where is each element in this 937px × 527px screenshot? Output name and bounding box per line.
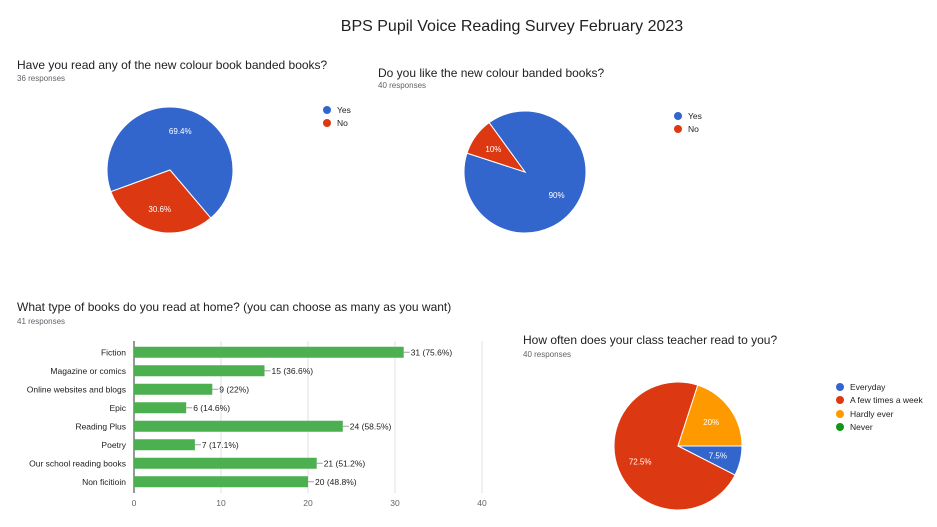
- chart4-legend-item: Never: [836, 421, 923, 435]
- chart3-bar: [134, 346, 404, 358]
- chart4-legend-label: Never: [850, 422, 873, 433]
- chart2-legend: Yes No: [674, 109, 702, 136]
- chart1-legend-item: No: [323, 117, 351, 131]
- chart2-slice-no: [466, 121, 527, 173]
- chart3-category-label: Online websites and blogs: [27, 384, 126, 394]
- chart3-value-label: 6 (14.6%): [193, 403, 230, 413]
- chart3-bar: [134, 402, 187, 414]
- chart3-x-tick-label: 30: [390, 498, 400, 508]
- chart2-slice-yes: [463, 110, 587, 234]
- chart2-legend-label: Yes: [688, 110, 702, 121]
- chart3-x-tick-label: 0: [132, 498, 137, 508]
- chart4-pie: 7.5% 72.5% 20%: [613, 381, 743, 511]
- chart2-slice-label-0: 90%: [549, 191, 565, 200]
- chart3-value-label: 20 (48.8%): [315, 477, 357, 487]
- chart3-value-label: 7 (17.1%): [202, 440, 239, 450]
- chart2-slice-label-1: 10%: [485, 145, 501, 154]
- chart2-legend-item: No: [674, 123, 702, 137]
- chart1-legend-swatch: [323, 119, 331, 128]
- chart4-legend-item: A few times a week: [836, 394, 923, 408]
- chart3-x-tick-label: 40: [477, 498, 487, 508]
- chart3-category-label: Reading Plus: [75, 421, 126, 431]
- survey-title: BPS Pupil Voice Reading Survey February …: [340, 18, 684, 35]
- chart2-legend-label: No: [688, 124, 699, 135]
- chart2-question: Do you like the new colour banded books?: [378, 66, 605, 80]
- chart1-question: Have you read any of the new colour book…: [17, 58, 328, 72]
- chart4-question: How often does your class teacher read t…: [523, 333, 778, 347]
- chart4-legend-label: Hardly ever: [850, 408, 894, 419]
- chart3-value-label: 21 (51.2%): [324, 458, 366, 468]
- chart1-slice-label-1: 30.6%: [148, 205, 171, 214]
- chart1-legend-label: Yes: [337, 104, 351, 115]
- chart3-bar: [134, 476, 308, 488]
- chart4-slice-a-few-times-a-week: [613, 381, 736, 511]
- chart1-pie: 69.4% 30.6%: [106, 106, 234, 234]
- chart4-legend-item: Everyday: [836, 380, 923, 394]
- chart3-category-label: Epic: [109, 403, 126, 413]
- chart2-legend-swatch: [674, 111, 682, 120]
- chart4-legend-item: Hardly ever: [836, 407, 923, 421]
- chart3-category-label: Magazine or comics: [50, 366, 126, 376]
- chart2-legend-item: Yes: [674, 109, 702, 123]
- chart1-legend-label: No: [337, 118, 348, 129]
- chart1-legend-swatch: [323, 105, 331, 114]
- chart2-response-count: 40 responses: [378, 81, 427, 90]
- chart1-response-count: 36 responses: [17, 74, 66, 83]
- chart3-bar: [134, 365, 265, 377]
- chart4-slice-label-0: 7.5%: [709, 452, 727, 461]
- chart1-legend: Yes No: [323, 103, 351, 130]
- chart3-bar: [134, 420, 343, 432]
- chart1-legend-item: Yes: [323, 103, 351, 117]
- chart4-legend-label: Everyday: [850, 381, 886, 392]
- chart3-value-label: 31 (75.6%): [411, 347, 453, 357]
- chart3-question: What type of books do you read at home? …: [17, 300, 452, 314]
- chart3-bar-chart: 0 10 20 30 40 Fiction 31 (75.6%) Magazine or co…: [27, 341, 487, 508]
- chart4-legend-label: A few times a week: [850, 395, 923, 406]
- chart4-legend: Everyday A few times a week Hardly ever Nev…: [836, 380, 923, 434]
- chart1-slice-no: [110, 169, 212, 234]
- chart3-bar: [134, 383, 213, 395]
- chart4-slice-hardly-ever: [677, 384, 743, 447]
- chart4-legend-swatch: [836, 396, 844, 405]
- chart3-category-label: Our school reading books: [29, 458, 126, 468]
- chart4-legend-swatch: [836, 382, 844, 391]
- chart3-bar: [134, 457, 317, 469]
- chart4-slice-label-2: 20%: [703, 418, 719, 427]
- chart3-category-label: Fiction: [101, 347, 126, 357]
- chart3-bar: [134, 439, 195, 451]
- chart3-value-label: 15 (36.6%): [272, 366, 314, 376]
- chart4-legend-swatch: [836, 409, 844, 418]
- chart3-category-label: Non ficitioin: [82, 477, 126, 487]
- chart1-slice-yes: [106, 106, 234, 219]
- chart3-value-label: 9 (22%): [219, 384, 249, 394]
- chart4-legend-swatch: [836, 423, 844, 432]
- chart2-legend-swatch: [674, 125, 682, 134]
- chart3-category-label: Poetry: [101, 440, 126, 450]
- chart3-x-tick-label: 20: [303, 498, 313, 508]
- chart4-slice-label-1: 72.5%: [629, 458, 652, 467]
- chart1-slice-label-0: 69.4%: [169, 127, 192, 136]
- chart3-response-count: 41 responses: [17, 317, 66, 326]
- chart2-pie: 90% 10%: [463, 110, 587, 234]
- chart3-x-tick-label: 10: [216, 498, 226, 508]
- chart3-value-label: 24 (58.5%): [350, 421, 392, 431]
- chart4-response-count: 40 responses: [523, 350, 572, 359]
